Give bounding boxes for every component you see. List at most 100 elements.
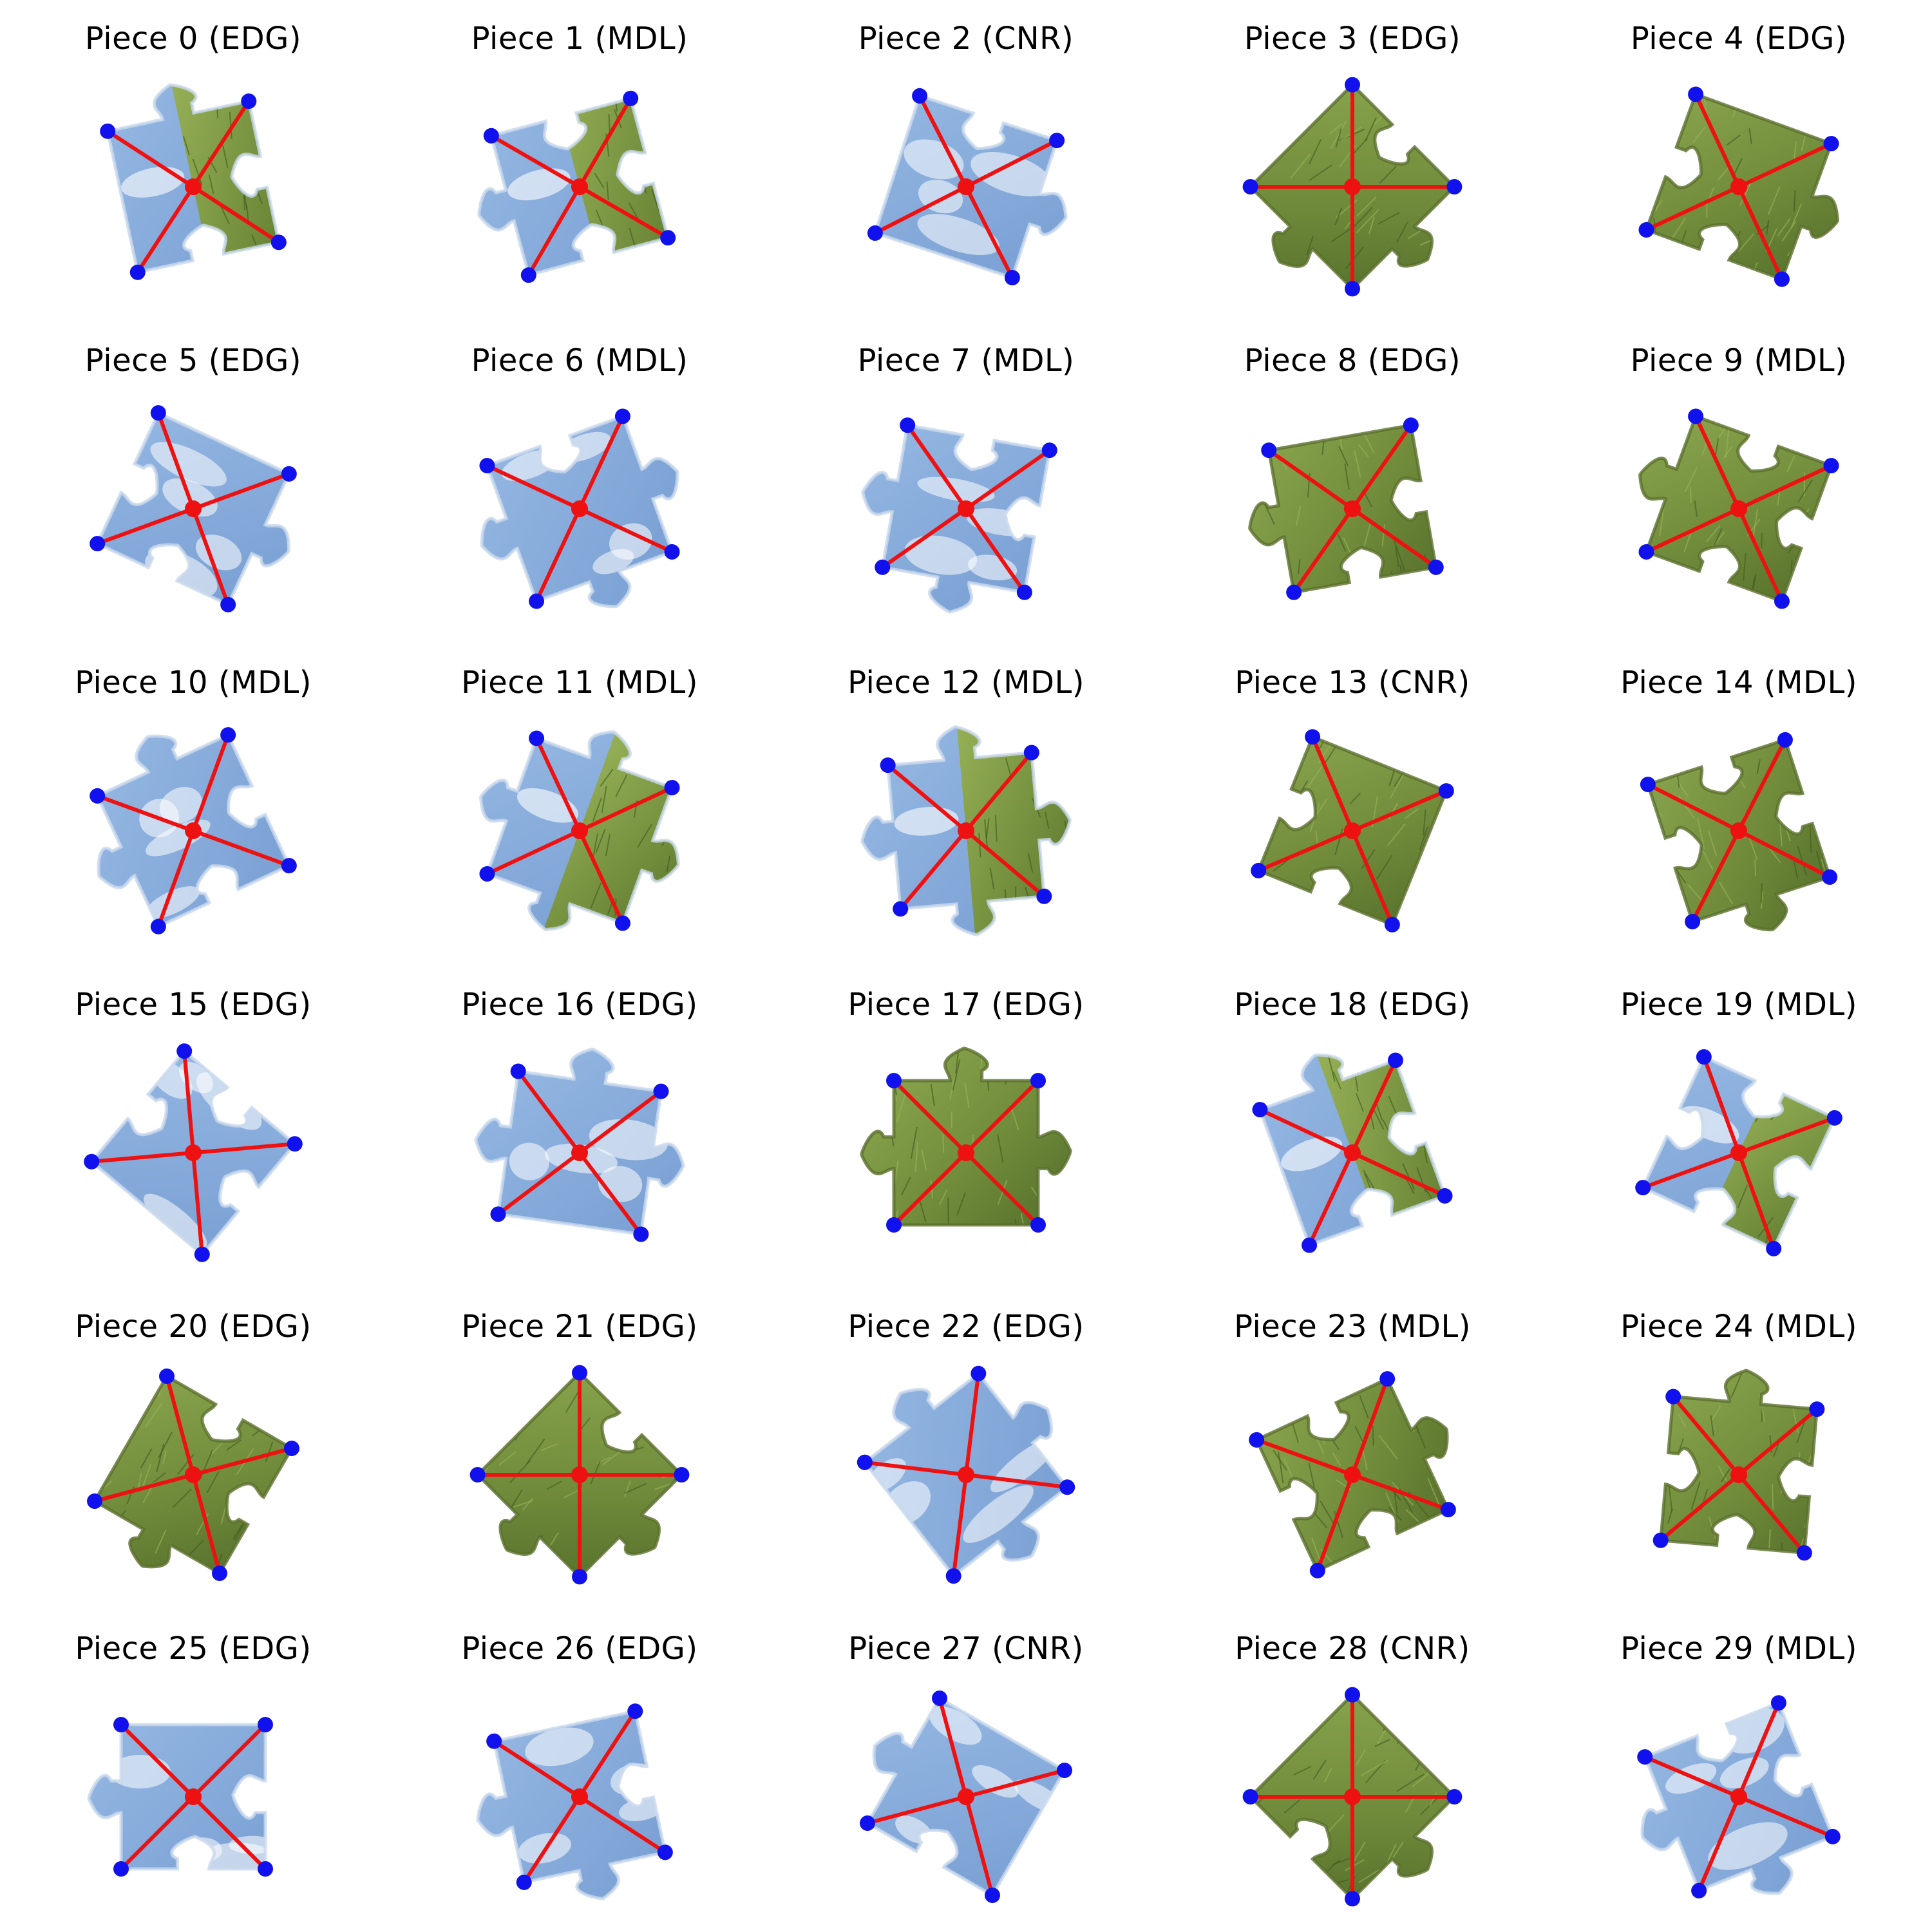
corner-dot xyxy=(1638,222,1654,238)
piece-cell: Piece 21 (EDG) xyxy=(386,1288,773,1623)
spoke-line xyxy=(864,1460,967,1477)
spoke-line xyxy=(106,129,194,189)
corner-dot xyxy=(87,1493,103,1509)
piece-image xyxy=(839,1681,1072,1903)
spoke-line xyxy=(156,829,195,927)
corner-dot xyxy=(1691,1882,1707,1899)
piece-cell: Piece 17 (EDG) xyxy=(773,966,1159,1288)
center-dot xyxy=(958,500,974,517)
spoke-line xyxy=(578,1475,582,1577)
corner-dot xyxy=(1653,1532,1669,1548)
piece-image xyxy=(87,1717,273,1877)
corner-dot xyxy=(1242,179,1258,194)
corner-dot xyxy=(479,458,495,474)
spoke-line xyxy=(964,507,1027,594)
spoke-line xyxy=(1694,93,1741,188)
center-dot xyxy=(571,1144,588,1161)
corner-dot xyxy=(1059,1479,1075,1495)
corner-dot xyxy=(623,90,639,106)
piece-image xyxy=(853,717,1079,944)
spoke-line xyxy=(1350,84,1354,187)
corner-dot xyxy=(657,1844,673,1861)
piece-title: Piece 6 (MDL) xyxy=(471,343,688,379)
corner-dot xyxy=(886,1073,902,1088)
corner-dot xyxy=(176,1043,193,1059)
spoke-line xyxy=(578,786,673,833)
center-dot xyxy=(1344,500,1361,517)
piece-image xyxy=(1242,1687,1477,1922)
spoke-line xyxy=(918,95,968,188)
corner-dot xyxy=(510,1063,526,1079)
corner-dot xyxy=(984,1887,1000,1903)
piece-image xyxy=(84,1043,303,1262)
corner-dot xyxy=(1688,408,1704,424)
piece-image xyxy=(466,1034,698,1242)
spoke-line xyxy=(193,1142,296,1155)
piece-image xyxy=(860,1046,1072,1233)
corner-dot xyxy=(614,408,630,424)
spoke-line xyxy=(191,1795,267,1871)
piece-title: Piece 25 (EDG) xyxy=(75,1631,312,1667)
center-dot xyxy=(958,1788,974,1805)
corner-dot xyxy=(486,1733,502,1749)
center-dot xyxy=(1344,822,1361,839)
spoke-line xyxy=(964,1151,1040,1227)
spoke-line xyxy=(578,507,673,554)
piece-cell: Piece 6 (MDL) xyxy=(386,322,773,644)
spoke-line xyxy=(886,763,967,833)
piece-image xyxy=(457,405,714,643)
center-dot xyxy=(1344,1144,1361,1161)
spoke-line xyxy=(527,185,582,276)
corner-dot xyxy=(194,1246,210,1262)
center-dot xyxy=(1730,1466,1747,1483)
corner-dot xyxy=(211,1565,227,1581)
spoke-line xyxy=(1642,1151,1740,1189)
corner-dot xyxy=(1440,1502,1456,1518)
spoke-line xyxy=(119,1723,195,1799)
spoke-line xyxy=(493,1739,581,1799)
corner-dot xyxy=(1345,281,1360,297)
piece-title: Piece 11 (MDL) xyxy=(461,665,698,701)
corner-dot xyxy=(1345,1687,1360,1703)
corner-dot xyxy=(1305,729,1321,745)
spoke-line xyxy=(578,1372,582,1475)
spoke-line xyxy=(1737,185,1784,280)
center-dot xyxy=(1344,1788,1361,1805)
corner-dot xyxy=(1822,869,1838,885)
corner-dot xyxy=(674,1467,690,1482)
corner-dot xyxy=(633,1226,649,1242)
piece-title: Piece 16 (EDG) xyxy=(461,987,698,1023)
corner-dot xyxy=(283,1441,299,1457)
spoke-line xyxy=(1645,185,1740,232)
corner-dot xyxy=(1251,862,1267,878)
corner-dot xyxy=(281,466,297,482)
spoke-line xyxy=(1737,739,1787,832)
spoke-line xyxy=(951,1474,968,1577)
center-dot xyxy=(185,822,202,839)
piece-image xyxy=(462,1703,673,1921)
piece-image xyxy=(845,417,1057,625)
spoke-line xyxy=(477,1473,580,1477)
spoke-line xyxy=(1350,829,1394,925)
spoke-line xyxy=(486,464,581,511)
corner-dot xyxy=(1696,1049,1712,1065)
spoke-line xyxy=(1647,782,1740,833)
corner-dot xyxy=(520,267,536,283)
piece-image xyxy=(844,1328,1113,1602)
corner-dot xyxy=(875,559,891,575)
piece-cell: Piece 18 (EDG) xyxy=(1159,966,1546,1288)
spoke-line xyxy=(965,448,1051,511)
spoke-line xyxy=(1250,185,1352,189)
corner-dot xyxy=(1286,584,1302,600)
piece-image xyxy=(1227,77,1477,335)
corner-dot xyxy=(1041,442,1057,459)
corner-dot xyxy=(1796,1545,1812,1561)
corner-dot xyxy=(912,88,928,104)
spoke-line xyxy=(1702,1056,1741,1154)
spoke-line xyxy=(1311,736,1354,832)
piece-cell: Piece 12 (MDL) xyxy=(773,644,1159,966)
corner-dot xyxy=(627,1703,643,1719)
corner-dot xyxy=(1437,1188,1453,1204)
center-dot xyxy=(571,178,588,195)
corner-dot xyxy=(572,1365,587,1381)
